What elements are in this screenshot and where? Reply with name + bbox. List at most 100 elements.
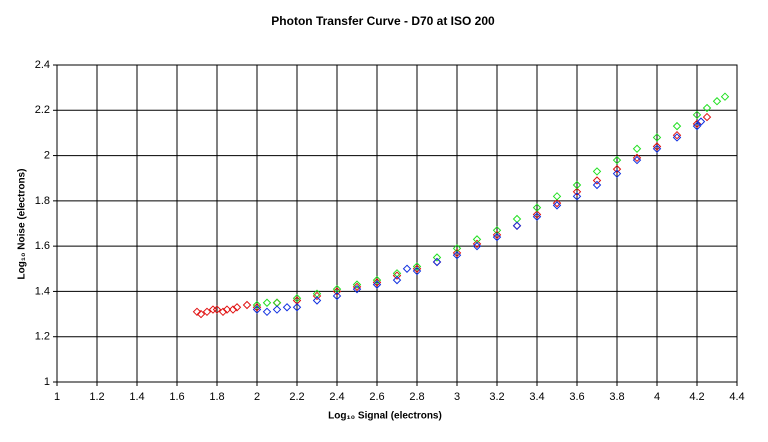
y-tick-label: 1.4 [35,285,50,297]
data-point [228,305,238,314]
chart-title: Photon Transfer Curve - D70 at ISO 200 [271,14,495,28]
data-point [632,153,642,163]
x-tick-label: 1.8 [209,391,224,403]
data-point [192,307,202,317]
data-point [242,300,252,310]
data-point [572,192,582,201]
data-point [432,257,442,267]
data-point [532,210,542,219]
plot-border [56,64,738,383]
y-tick-label: 2.4 [35,59,50,71]
y-tick-label: 1.8 [35,195,50,207]
data-point [702,103,712,113]
data-point [592,180,602,190]
data-point [472,235,482,244]
data-point [492,230,502,240]
data-point [492,232,502,242]
data-point [282,303,292,312]
data-point [552,198,562,208]
data-point [612,155,622,165]
data-point [720,92,730,101]
x-tick-label: 2.6 [369,391,384,403]
x-tick-label: 3.8 [609,391,624,403]
data-point [352,284,362,294]
data-point [402,264,412,273]
data-point [262,307,272,317]
data-point [222,305,232,314]
x-tick-label: 4.2 [689,391,704,403]
data-point [412,262,422,271]
x-tick-label: 2.4 [329,391,344,403]
x-tick-label: 1 [54,391,60,403]
x-tick-label: 4.4 [729,391,744,403]
data-point [232,303,242,312]
data-point [652,144,662,153]
data-point [292,303,302,312]
x-tick-label: 4 [654,391,660,403]
data-point [252,305,262,314]
data-point [572,187,582,197]
y-tick-label: 2.2 [35,104,50,116]
data-point [572,180,582,190]
data-point [652,133,662,142]
data-point [196,309,206,319]
data-point [352,280,362,289]
x-tick-label: 1.2 [89,391,104,403]
data-point [692,119,702,129]
data-point [312,291,322,301]
data-point [532,203,542,212]
data-point [652,142,662,151]
data-point [392,269,402,278]
data-point [702,112,712,122]
data-point [672,121,682,131]
data-point [632,144,642,153]
x-tick-label: 3.6 [569,391,584,403]
data-point [712,97,722,106]
y-axis-label: Log₁₀ Noise (electrons) [17,169,28,280]
y-tick-label: 2 [44,149,50,161]
data-point [392,275,402,285]
data-point [372,275,382,285]
data-point [272,298,282,307]
data-point [692,110,702,120]
data-point [532,212,542,221]
data-point [612,164,622,174]
data-point [672,133,682,142]
data-point [352,282,362,292]
data-point [272,298,282,307]
data-point [252,300,262,310]
data-point [272,305,282,314]
data-point [472,239,482,249]
data-point [412,266,422,276]
data-point [512,221,522,230]
data-point [292,294,302,303]
data-point [552,201,562,210]
data-point [696,117,706,126]
data-point [218,307,228,317]
data-point [372,280,382,289]
x-tick-label: 2.2 [289,391,304,403]
data-point [392,271,402,280]
data-point [312,296,322,305]
x-tick-label: 3.2 [489,391,504,403]
data-point [672,130,682,140]
data-point [552,192,562,201]
data-point [612,169,622,178]
data-point [202,307,212,317]
data-point [472,241,482,251]
data-point [592,176,602,185]
data-point [632,155,642,165]
data-point [512,214,522,224]
data-point [262,298,272,307]
x-tick-label: 1.4 [129,391,144,403]
x-tick-label: 2.8 [409,391,424,403]
x-axis-label: Log₁₀ Signal (electrons) [328,411,442,422]
y-tick-label: 1 [44,376,50,388]
data-point [452,248,462,258]
x-tick-label: 3 [454,391,460,403]
data-point [692,121,702,131]
data-point [452,250,462,260]
x-tick-label: 2 [254,391,260,403]
y-tick-label: 1.2 [35,331,50,343]
